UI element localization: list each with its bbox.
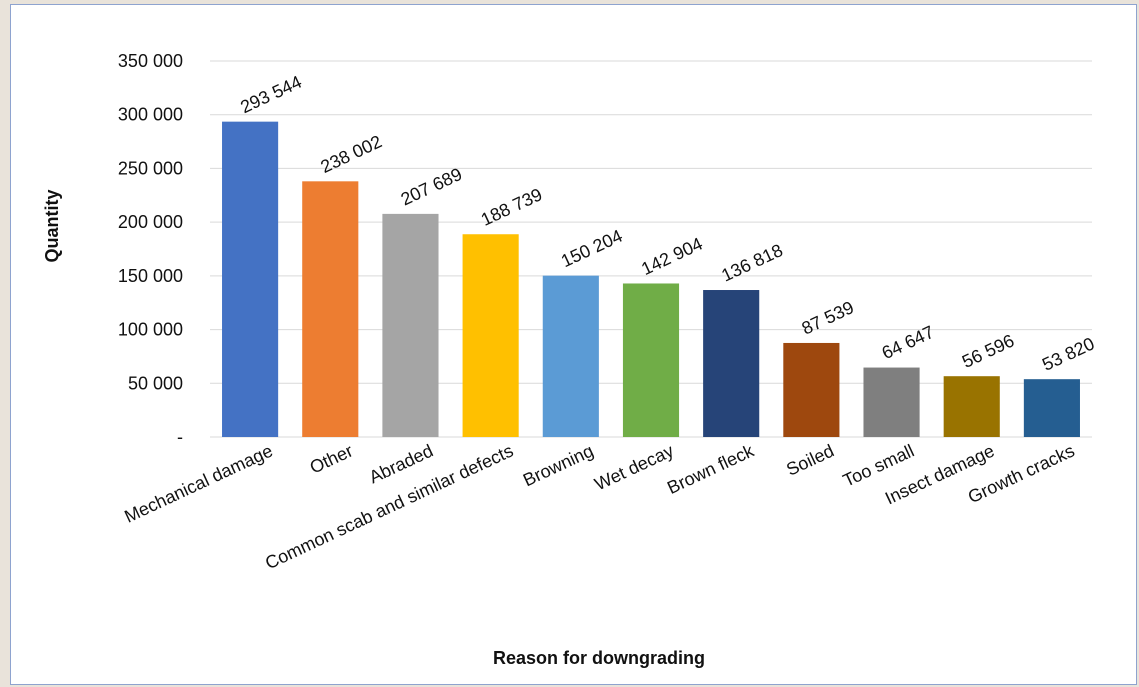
data-label: 64 647 (879, 322, 937, 363)
y-tick-label: 250 000 (118, 158, 183, 178)
data-label: 136 818 (718, 240, 785, 286)
x-tick-label: Soiled (783, 440, 837, 479)
bar (542, 275, 599, 437)
data-label: 142 904 (638, 233, 705, 279)
bar (222, 121, 279, 437)
bar (783, 342, 840, 437)
y-tick-label: 350 000 (118, 51, 183, 71)
x-tick-label: Wet decay (591, 440, 676, 494)
bars (222, 121, 1080, 437)
y-tick-label: - (177, 427, 183, 447)
x-tick-label: Other (307, 440, 356, 477)
bar (1023, 379, 1080, 437)
x-tick-label: Brown fleck (664, 440, 758, 498)
x-tick-label: Mechanical damage (121, 440, 275, 526)
y-tick-label: 100 000 (118, 320, 183, 340)
y-axis-ticks: - 50 000 100 000 150 000 200 000 250 000 300 0… (118, 51, 183, 447)
data-label: 56 596 (959, 330, 1017, 371)
data-label: 293 544 (237, 72, 304, 118)
data-label: 238 002 (318, 131, 385, 177)
y-axis-title: Quantity (42, 189, 62, 262)
x-tick-label: Browning (520, 440, 596, 490)
bar (302, 181, 359, 437)
bar (382, 213, 439, 437)
x-axis-title: Reason for downgrading (493, 648, 705, 668)
bar (703, 290, 760, 437)
bar (863, 367, 920, 437)
bar (622, 283, 680, 437)
y-tick-label: 50 000 (128, 373, 183, 393)
y-tick-label: 300 000 (118, 105, 183, 125)
data-label: 188 739 (478, 184, 545, 230)
data-label: 207 689 (398, 164, 465, 210)
data-label: 53 820 (1039, 333, 1097, 374)
bar (943, 376, 1000, 437)
bar (462, 234, 519, 437)
data-label: 87 539 (799, 297, 857, 338)
y-tick-label: 200 000 (118, 212, 183, 232)
data-label: 150 204 (558, 226, 625, 272)
y-tick-label: 150 000 (118, 266, 183, 286)
